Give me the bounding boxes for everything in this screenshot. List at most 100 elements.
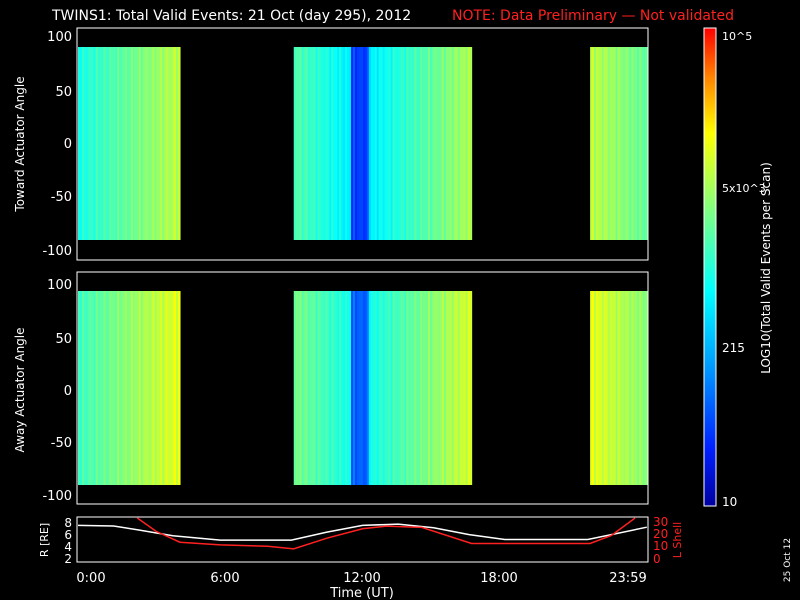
away-heatmap-cell [394, 291, 398, 485]
colorbar-label-10: 10 [722, 495, 737, 509]
colorbar-label-1e5: 10^5 [722, 30, 752, 43]
toward-heatmap-cell [78, 47, 81, 240]
away-heatmap-cell [410, 291, 413, 485]
l-tick-0: 0 [653, 552, 661, 566]
toward-heatmap-cell [158, 47, 161, 240]
toward-heatmap-cell [386, 47, 390, 240]
colorbar-label-215: 215 [722, 341, 745, 355]
away-heatmap-cell [91, 291, 95, 485]
toward-heatmap-cell [115, 47, 118, 240]
toward-heatmap-cell [372, 47, 376, 240]
toward-heatmap-cell [619, 47, 623, 240]
away-ytick-50: 50 [55, 332, 72, 347]
away-heatmap-cell [402, 291, 405, 485]
toward-heatmap-cell [337, 47, 340, 240]
away-heatmap-cell [347, 291, 350, 485]
away-heatmap-cell [615, 291, 619, 485]
away-heatmap-cell [156, 291, 159, 485]
r-axis-label: R [RE] [38, 523, 51, 557]
away-heatmap-cell [132, 291, 136, 485]
toward-heatmap-cell [398, 47, 402, 240]
toward-heatmap-cell [599, 47, 603, 240]
away-heatmap-cell [356, 291, 360, 485]
away-heatmap-cell [315, 291, 319, 485]
toward-heatmap-cell [615, 47, 619, 240]
toward-ytick-0: 0 [64, 137, 72, 152]
toward-heatmap-cell [111, 47, 114, 240]
away-heatmap-cell [457, 291, 461, 485]
away-heatmap-cell [641, 291, 644, 485]
toward-heatmap-cell [601, 47, 605, 240]
away-heatmap-cell [313, 291, 317, 485]
away-heatmap-cell [643, 291, 646, 485]
toward-ytick-neg50: -50 [51, 190, 72, 205]
away-heatmap-cell [345, 291, 348, 485]
away-heatmap-cell [451, 291, 455, 485]
toward-heatmap-cell [455, 47, 459, 240]
away-heatmap-cell [103, 291, 107, 485]
away-heatmap-cell [607, 291, 611, 485]
away-heatmap-cell [358, 291, 362, 485]
toward-heatmap-cell [323, 47, 326, 240]
away-heatmap-cell [461, 291, 465, 485]
away-heatmap-cell [623, 291, 627, 485]
away-heatmap-cell [469, 291, 473, 485]
away-heatmap-cell [609, 291, 613, 485]
toward-heatmap-cell [79, 47, 83, 240]
toward-heatmap-cell [469, 47, 473, 240]
toward-heatmap-cell [319, 47, 323, 240]
away-heatmap-cell [408, 291, 411, 485]
away-heatmap-cell [343, 291, 346, 485]
toward-heatmap-cell [170, 47, 173, 240]
toward-heatmap-cell [347, 47, 350, 240]
toward-heatmap-cell [164, 47, 167, 240]
toward-heatmap-cell [136, 47, 140, 240]
away-heatmap-cell [436, 291, 439, 485]
toward-heatmap-cell [461, 47, 465, 240]
away-heatmap-cell [621, 291, 625, 485]
away-heatmap-cell [134, 291, 138, 485]
toward-heatmap-cell [394, 47, 398, 240]
xtick-0600: 6:00 [210, 571, 239, 586]
toward-heatmap-cell [353, 47, 356, 240]
toward-heatmap-cell [374, 47, 378, 240]
xtick-1200: 12:00 [343, 571, 380, 586]
toward-heatmap-cell [432, 47, 435, 240]
away-heatmap-cell [370, 291, 374, 485]
toward-heatmap-cell [105, 47, 109, 240]
toward-heatmap-cell [453, 47, 457, 240]
toward-heatmap-cell [436, 47, 439, 240]
toward-heatmap-cell [368, 47, 372, 240]
toward-heatmap-cell [168, 47, 171, 240]
toward-heatmap-cell [617, 47, 621, 240]
away-heatmap-cell [418, 291, 421, 485]
away-heatmap-cell [354, 291, 358, 485]
away-heatmap-cell [85, 291, 89, 485]
toward-heatmap-cell [358, 47, 362, 240]
away-heatmap-cell [404, 291, 407, 485]
away-heatmap-cell [150, 291, 154, 485]
away-heatmap-cell [166, 291, 169, 485]
away-heatmap-cell [176, 291, 179, 485]
l-shell-axis-label: L Shell [671, 522, 684, 558]
toward-heatmap-cell [299, 47, 303, 240]
away-heatmap-cell [168, 291, 171, 485]
away-heatmap-cell [170, 291, 173, 485]
away-heatmap-cell [594, 291, 597, 485]
away-heatmap-cell [89, 291, 93, 485]
away-heatmap-cell [144, 291, 148, 485]
away-heatmap-cell [337, 291, 340, 485]
toward-heatmap-cell [443, 47, 447, 240]
toward-heatmap-cell [130, 47, 134, 240]
away-heatmap-cell [307, 291, 311, 485]
toward-heatmap-cell [321, 47, 324, 240]
away-ytick-neg100: -100 [42, 489, 72, 504]
toward-heatmap-cell [148, 47, 152, 240]
away-heatmap-cell [599, 291, 603, 485]
r-tick-8: 8 [64, 516, 72, 530]
away-heatmap-cell [162, 291, 165, 485]
toward-heatmap-cell [382, 47, 386, 240]
toward-heatmap-cell [376, 47, 380, 240]
away-heatmap-cell [164, 291, 167, 485]
away-heatmap-cell [432, 291, 435, 485]
